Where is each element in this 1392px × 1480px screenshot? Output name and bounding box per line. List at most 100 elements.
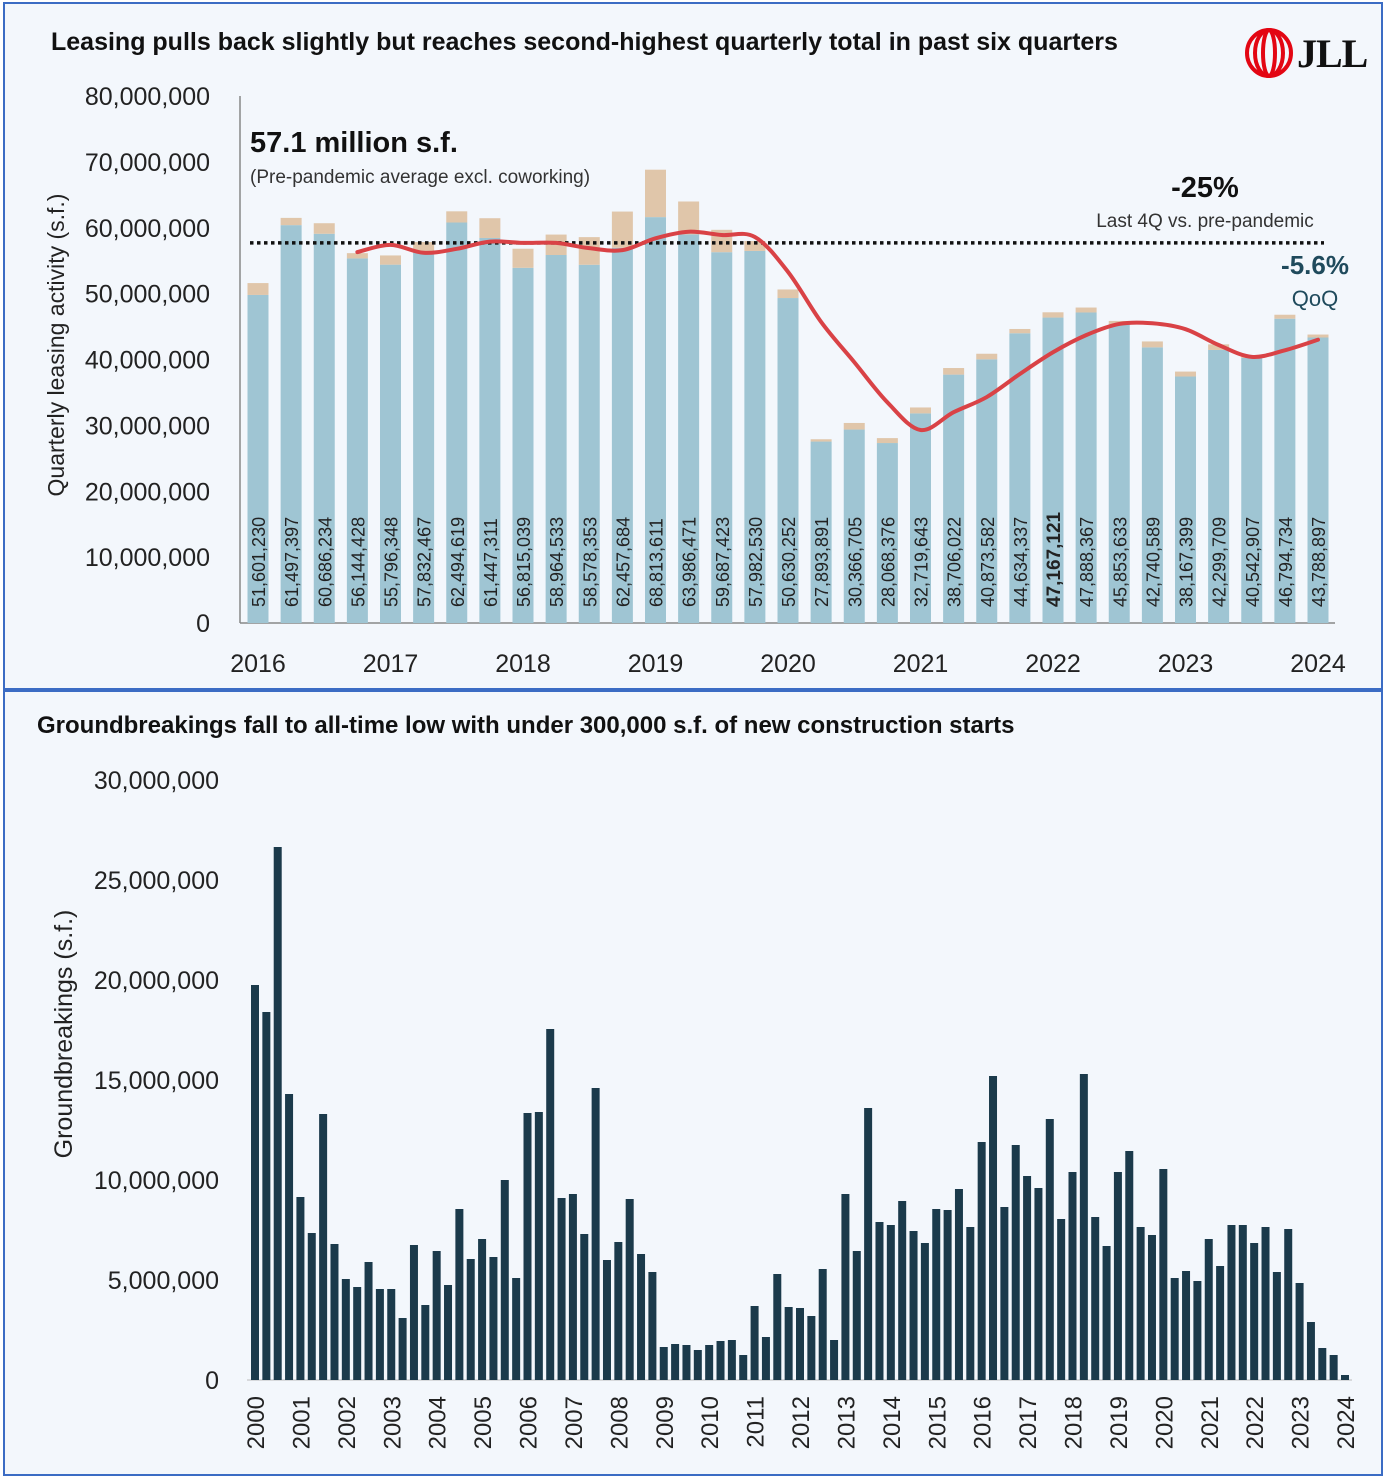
groundbreaking-bar	[398, 1318, 407, 1380]
coworking-bar	[512, 248, 534, 268]
groundbreaking-bar	[977, 1142, 986, 1380]
groundbreaking-bar	[432, 1251, 441, 1380]
groundbreaking-bar	[932, 1209, 941, 1380]
x-year-label: 2010	[697, 1396, 724, 1449]
coworking-bar	[876, 438, 898, 444]
y-tick-label: 10,000,000	[85, 544, 210, 572]
groundbreaking-bar	[818, 1269, 827, 1380]
x-year-label: 2011	[743, 1396, 770, 1448]
groundbreaking-bar	[886, 1225, 895, 1380]
groundbreaking-bar	[602, 1260, 611, 1380]
x-year-label: 2022	[1025, 650, 1081, 678]
leasing-bar	[380, 264, 401, 623]
leasing-bar	[1241, 357, 1263, 623]
groundbreaking-bar	[591, 1088, 600, 1380]
groundbreaking-bar	[1193, 1281, 1202, 1380]
groundbreaking-bar	[1000, 1207, 1009, 1380]
y-tick-label: 70,000,000	[85, 149, 210, 177]
x-year-label: 2008	[606, 1396, 633, 1449]
groundbreaking-bar	[1170, 1278, 1179, 1380]
bar-value-label: 62,457,684	[613, 517, 633, 607]
coworking-bar	[976, 353, 998, 360]
groundbreaking-bar	[353, 1287, 362, 1380]
leasing-bar	[545, 254, 567, 624]
groundbreaking-bar	[1272, 1272, 1281, 1380]
x-year-label: 2000	[243, 1396, 270, 1449]
groundbreaking-bar	[1011, 1145, 1020, 1380]
groundbreaking-bar	[534, 1112, 543, 1380]
groundbreaking-bar	[466, 1259, 475, 1380]
x-year-label: 2004	[425, 1396, 452, 1449]
groundbreaking-bar	[500, 1180, 509, 1380]
leasing-bar	[645, 217, 666, 623]
trend-line	[355, 229, 1320, 432]
groundbreaking-bar	[1113, 1172, 1122, 1380]
average-annotation-value: 57.1 million s.f.	[250, 127, 458, 159]
coworking-bar	[744, 241, 766, 251]
coworking-bar	[346, 253, 368, 259]
coworking-bar	[446, 211, 468, 223]
groundbreaking-bar	[1204, 1239, 1213, 1380]
jll-logo-text: JLL	[1297, 30, 1368, 76]
bar-value-label: 28,068,376	[878, 517, 898, 607]
x-year-label: 2018	[495, 650, 551, 678]
groundbreaking-bar	[1216, 1266, 1225, 1380]
bar-value-label: 27,893,891	[812, 517, 832, 607]
groundbreaking-bar	[1261, 1227, 1270, 1380]
groundbreaking-bar	[489, 1257, 498, 1380]
groundbreaking-bar	[364, 1262, 373, 1380]
leasing-bar	[1208, 349, 1230, 623]
groundbreakings-chart-title: Groundbreakings fall to all-time low wit…	[37, 712, 1015, 739]
groundbreaking-bar	[614, 1242, 623, 1380]
y-tick-label: 30,000,000	[94, 767, 219, 795]
yoy-change-value: -25%	[1171, 172, 1239, 204]
groundbreaking-bar	[273, 847, 282, 1380]
groundbreaking-bar	[909, 1231, 918, 1380]
average-annotation-caption: (Pre-pandemic average excl. coworking)	[250, 167, 590, 188]
x-year-label: 2024	[1333, 1396, 1360, 1449]
groundbreaking-bar	[1250, 1243, 1259, 1380]
x-year-label: 2017	[363, 650, 419, 678]
y-axis-label: Groundbreakings (s.f.)	[50, 910, 78, 1159]
leasing-bar	[346, 258, 368, 623]
leasing-bar	[611, 247, 633, 623]
bar-value-label: 43,788,897	[1309, 517, 1329, 607]
bar-value-label: 62,494,619	[448, 517, 468, 607]
bar-value-label: 38,167,399	[1177, 517, 1197, 607]
coworking-bar	[280, 217, 302, 226]
bar-value-label: 61,497,397	[282, 517, 302, 607]
y-tick-label: 20,000,000	[85, 478, 210, 506]
coworking-bar	[943, 368, 965, 375]
groundbreaking-bar	[841, 1194, 850, 1380]
x-year-label: 2006	[516, 1396, 543, 1449]
groundbreaking-bar	[1295, 1283, 1304, 1380]
leasing-bar	[976, 359, 998, 623]
x-year-label: 2014	[879, 1396, 906, 1449]
leasing-chart-panel: Leasing pulls back slightly but reaches …	[3, 2, 1383, 690]
groundbreaking-bar	[1125, 1151, 1134, 1380]
x-year-label: 2003	[379, 1396, 406, 1449]
x-year-label: 2001	[288, 1396, 315, 1449]
x-year-label: 2023	[1288, 1396, 1315, 1449]
bar-value-label: 42,740,589	[1143, 517, 1163, 607]
groundbreaking-bar	[341, 1279, 350, 1380]
groundbreaking-bar	[330, 1244, 339, 1380]
leasing-bar	[512, 267, 534, 623]
leasing-bar	[744, 250, 766, 624]
y-tick-label: 10,000,000	[94, 1167, 219, 1195]
x-year-label: 2017	[1015, 1396, 1042, 1449]
bar-value-label: 55,796,348	[382, 517, 402, 607]
bar-value-label: 57,982,530	[746, 517, 766, 607]
coworking-bar	[1274, 314, 1296, 319]
bar-value-label: 44,634,337	[1011, 517, 1031, 607]
coworking-bar	[678, 201, 700, 235]
y-tick-label: 0	[205, 1367, 219, 1395]
leasing-bar	[711, 252, 733, 623]
groundbreaking-bar	[659, 1347, 668, 1380]
bar-value-label: 61,447,311	[481, 518, 501, 607]
groundbreaking-bar	[750, 1306, 759, 1380]
leasing-bar	[876, 443, 898, 623]
groundbreakings-chart-panel: Groundbreakings fall to all-time low wit…	[3, 690, 1383, 1476]
bar-value-label: 42,299,709	[1210, 517, 1230, 607]
groundbreaking-bar	[455, 1209, 464, 1380]
